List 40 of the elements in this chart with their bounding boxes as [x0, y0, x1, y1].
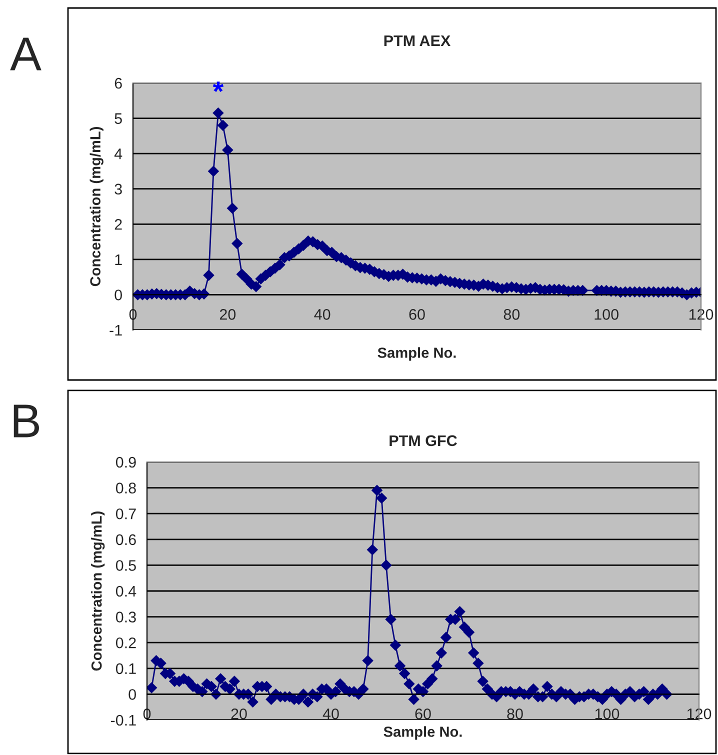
- x-tick-label: 20: [231, 708, 247, 720]
- y-tick-label: 6: [114, 78, 122, 89]
- x-tick-label: 20: [220, 309, 236, 320]
- y-tick-label: 0.1: [116, 663, 136, 674]
- x-tick-label: 40: [314, 309, 330, 320]
- y-tick-label: 0.3: [116, 612, 136, 622]
- y-tick-label: 0: [114, 290, 122, 300]
- annotation: *: [212, 82, 224, 92]
- y-tick-label: -1: [110, 325, 122, 336]
- y-tick-label: 0.8: [116, 482, 136, 494]
- y-tick-label: 0.9: [116, 456, 136, 468]
- x-tick-label: 120: [687, 708, 712, 720]
- y-tick-label: 0.7: [116, 508, 136, 520]
- x-tick-label: 120: [689, 309, 714, 320]
- text: B: [14, 404, 40, 438]
- x-tick-label: 80: [504, 309, 520, 320]
- chart-title: PTM AEX: [384, 35, 451, 46]
- y-tick-label: 0.5: [116, 560, 136, 571]
- y-tick-label: -0.1: [110, 714, 136, 726]
- x-axis-title: Sample No.: [384, 726, 462, 740]
- y-tick-label: 0.2: [116, 637, 136, 648]
- x-tick-label: 100: [595, 708, 620, 720]
- y-tick-label: 2: [114, 219, 122, 230]
- y-tick-label: 0: [128, 689, 136, 700]
- x-tick-label: 40: [322, 708, 339, 720]
- y-tick-label: 4: [114, 148, 122, 160]
- chart-title: PTM GFC: [390, 435, 457, 446]
- x-axis-title: Sample No.: [378, 347, 456, 361]
- y-tick-label: 3: [114, 184, 122, 195]
- y-tick-label: 5: [114, 113, 122, 124]
- x-tick-label: 80: [507, 708, 523, 720]
- y-axis-title: Concentration (mg/mL): [90, 127, 104, 286]
- x-tick-label: 60: [415, 708, 431, 720]
- y-tick-label: 0.6: [116, 534, 136, 546]
- y-tick-label: 1: [115, 254, 122, 265]
- y-axis-title: Concentration (mg/mL): [91, 512, 105, 671]
- x-tick-label: 100: [594, 309, 618, 320]
- y-tick-label: 0.4: [116, 586, 136, 597]
- text: A: [10, 38, 42, 70]
- x-tick-label: 60: [409, 309, 425, 320]
